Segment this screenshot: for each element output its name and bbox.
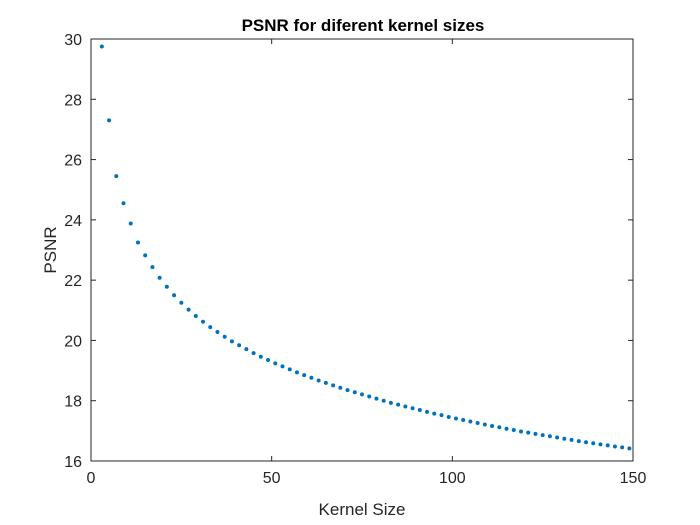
data-point	[294, 370, 299, 375]
data-point	[620, 445, 625, 450]
data-point	[179, 300, 184, 305]
x-tick-label: 0	[87, 470, 96, 487]
data-points	[99, 44, 632, 451]
y-tick-label: 16	[64, 454, 82, 471]
data-point	[258, 354, 263, 359]
data-point	[576, 439, 581, 444]
x-tick-label: 150	[620, 470, 647, 487]
data-point	[352, 390, 357, 395]
data-point	[222, 334, 227, 339]
data-point	[533, 431, 538, 436]
data-point	[143, 253, 148, 258]
data-point	[381, 398, 386, 403]
data-point	[511, 427, 516, 432]
data-point	[273, 361, 278, 366]
data-point	[591, 441, 596, 446]
data-point	[468, 419, 473, 424]
data-point	[316, 378, 321, 383]
data-point	[569, 437, 574, 442]
data-point	[172, 293, 177, 298]
y-axis-label: PSNR	[41, 226, 60, 273]
data-point	[323, 380, 328, 385]
data-point	[432, 411, 437, 416]
data-point	[208, 325, 213, 330]
data-point	[157, 275, 162, 280]
data-point	[193, 314, 198, 319]
chart-title: PSNR for diferent kernel sizes	[242, 16, 485, 35]
data-point	[482, 422, 487, 427]
plot-area	[90, 38, 634, 462]
data-point	[504, 426, 509, 431]
data-point	[164, 284, 169, 289]
data-point	[99, 44, 104, 49]
data-point	[374, 396, 379, 401]
y-tick-label: 30	[64, 32, 82, 49]
data-point	[612, 444, 617, 449]
data-point	[461, 418, 466, 423]
data-point	[287, 367, 292, 372]
data-point	[562, 436, 567, 441]
data-point	[417, 408, 422, 413]
y-tick-label: 22	[64, 273, 82, 290]
data-point	[150, 265, 155, 270]
data-point	[251, 351, 256, 356]
y-tick-label: 20	[64, 333, 82, 350]
data-point	[547, 434, 552, 439]
x-axis: 0 50 100 150	[87, 39, 647, 487]
y-tick-label: 18	[64, 394, 82, 411]
data-point	[446, 414, 451, 419]
y-tick-label: 28	[64, 92, 82, 109]
data-point	[338, 385, 343, 390]
data-point	[540, 433, 545, 438]
y-tick-label: 24	[64, 213, 82, 230]
data-point	[439, 413, 444, 418]
data-point	[244, 347, 249, 352]
data-point	[302, 373, 307, 378]
data-point	[627, 446, 632, 451]
data-point	[584, 440, 589, 445]
data-point	[425, 409, 430, 414]
data-point	[453, 416, 458, 421]
data-point	[475, 421, 480, 426]
x-tick-label: 100	[439, 470, 466, 487]
data-point	[396, 402, 401, 407]
data-point	[229, 339, 234, 344]
data-point	[237, 343, 242, 348]
data-point	[266, 358, 271, 363]
data-point	[114, 174, 119, 179]
data-point	[555, 435, 560, 440]
y-axis: 16 18 20 22 24 26 28 30	[64, 32, 633, 471]
data-point	[331, 383, 336, 388]
data-point	[107, 118, 112, 123]
data-point	[201, 319, 206, 324]
data-point	[215, 329, 220, 334]
data-point	[309, 375, 314, 380]
data-point	[598, 442, 603, 447]
y-tick-label: 26	[64, 153, 82, 170]
data-point	[490, 424, 495, 429]
data-point	[367, 394, 372, 399]
data-point	[360, 392, 364, 397]
x-tick-label: 50	[263, 470, 281, 487]
data-point	[186, 307, 191, 312]
x-axis-label: Kernel Size	[319, 500, 406, 519]
data-point	[135, 240, 140, 245]
data-point	[403, 404, 408, 409]
data-point	[128, 221, 133, 226]
data-point	[605, 443, 610, 448]
data-point	[121, 201, 126, 206]
data-point	[345, 388, 350, 393]
data-point	[280, 364, 285, 369]
data-point	[388, 400, 393, 405]
data-point	[497, 425, 502, 430]
data-point	[410, 406, 415, 411]
data-point	[526, 430, 531, 435]
data-point	[518, 429, 523, 434]
